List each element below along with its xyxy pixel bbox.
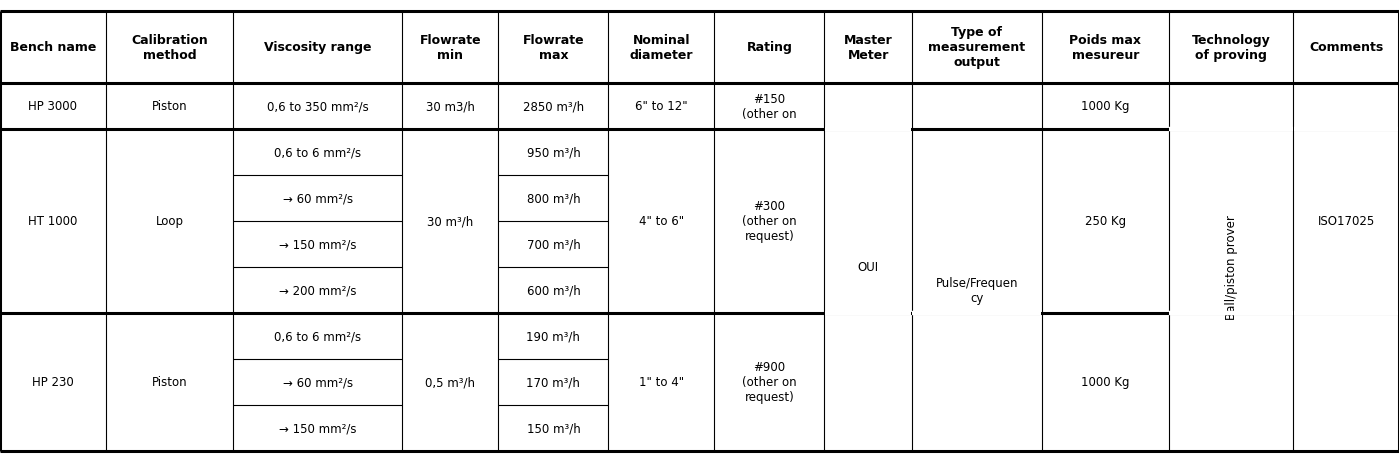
Text: Calibration
method: Calibration method <box>132 34 208 62</box>
Text: Viscosity range: Viscosity range <box>264 41 371 54</box>
Text: ISO17025: ISO17025 <box>1318 215 1375 228</box>
Text: 0,5 m³/h: 0,5 m³/h <box>425 375 476 388</box>
Text: Type of
measurement
output: Type of measurement output <box>929 26 1025 69</box>
Text: Piston: Piston <box>151 100 187 113</box>
Text: Technology
of proving: Technology of proving <box>1192 34 1270 62</box>
Text: Bench name: Bench name <box>10 41 97 54</box>
Text: 0,6 to 350 mm²/s: 0,6 to 350 mm²/s <box>267 100 368 113</box>
Text: 6" to 12": 6" to 12" <box>635 100 688 113</box>
Text: 0,6 to 6 mm²/s: 0,6 to 6 mm²/s <box>274 330 361 343</box>
Text: OUI: OUI <box>858 261 879 274</box>
Text: 190 m³/h: 190 m³/h <box>526 330 581 343</box>
Text: 30 m3/h: 30 m3/h <box>425 100 474 113</box>
Text: 1000 Kg: 1000 Kg <box>1081 100 1129 113</box>
Text: → 60 mm²/s: → 60 mm²/s <box>283 192 353 205</box>
Text: 600 m³/h: 600 m³/h <box>526 284 581 297</box>
Text: → 60 mm²/s: → 60 mm²/s <box>283 375 353 388</box>
Text: 4" to 6": 4" to 6" <box>639 215 684 228</box>
Text: Flowrate
min: Flowrate min <box>420 34 481 62</box>
Text: 1000 Kg: 1000 Kg <box>1081 375 1129 388</box>
Text: 700 m³/h: 700 m³/h <box>526 238 581 251</box>
Text: Poids max
mesureur: Poids max mesureur <box>1069 34 1142 62</box>
Text: Pulse/Frequen
cy: Pulse/Frequen cy <box>936 276 1018 304</box>
Text: 170 m³/h: 170 m³/h <box>526 375 581 388</box>
Text: 800 m³/h: 800 m³/h <box>526 192 581 205</box>
Text: Flowrate
max: Flowrate max <box>523 34 585 62</box>
Text: Nominal
diameter: Nominal diameter <box>630 34 693 62</box>
Text: #900
(other on
request): #900 (other on request) <box>741 361 796 404</box>
Text: 1" to 4": 1" to 4" <box>639 375 684 388</box>
Text: Rating: Rating <box>747 41 792 54</box>
Text: Master
Meter: Master Meter <box>844 34 893 62</box>
Text: 950 m³/h: 950 m³/h <box>526 146 581 159</box>
Text: Ball/piston prover: Ball/piston prover <box>1224 215 1238 320</box>
Text: → 150 mm²/s: → 150 mm²/s <box>278 422 357 435</box>
Text: #150
(other on: #150 (other on <box>741 93 796 121</box>
Text: 150 m³/h: 150 m³/h <box>526 422 581 435</box>
Text: 30 m³/h: 30 m³/h <box>427 215 473 228</box>
Text: Comments: Comments <box>1309 41 1384 54</box>
Text: #300
(other on
request): #300 (other on request) <box>741 200 796 243</box>
Text: → 150 mm²/s: → 150 mm²/s <box>278 238 357 251</box>
Text: Piston: Piston <box>151 375 187 388</box>
Text: HP 230: HP 230 <box>32 375 74 388</box>
Text: 250 Kg: 250 Kg <box>1084 215 1126 228</box>
Text: 0,6 to 6 mm²/s: 0,6 to 6 mm²/s <box>274 146 361 159</box>
Text: HP 3000: HP 3000 <box>28 100 77 113</box>
Text: HT 1000: HT 1000 <box>28 215 77 228</box>
Text: → 200 mm²/s: → 200 mm²/s <box>278 284 357 297</box>
Text: Loop: Loop <box>155 215 183 228</box>
Text: 2850 m³/h: 2850 m³/h <box>523 100 583 113</box>
